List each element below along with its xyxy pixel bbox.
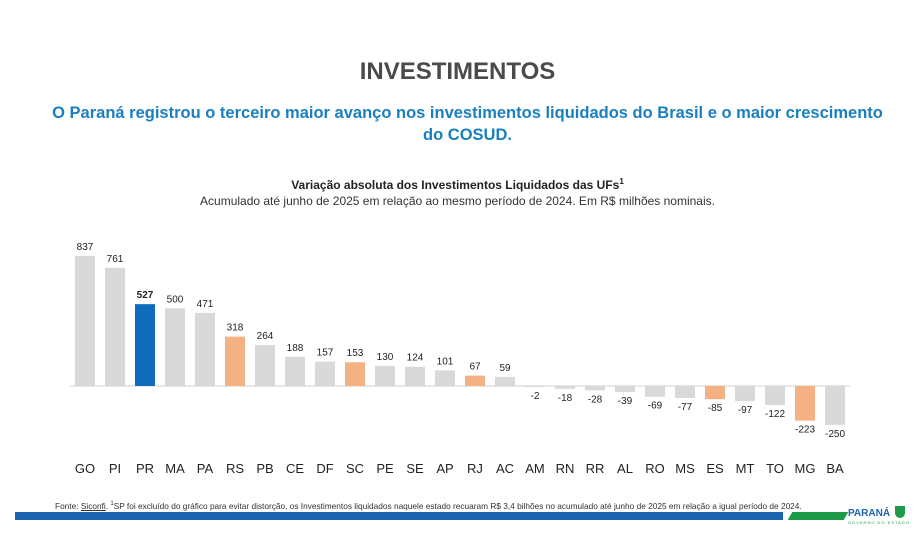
x-tick-SC: SC (346, 461, 364, 476)
x-tick-RN: RN (556, 461, 575, 476)
bar-AM (525, 386, 545, 387)
data-label-CE: 188 (287, 343, 304, 354)
chart-title: Variação absoluta dos Investimentos Liqu… (0, 177, 915, 192)
bar-SC (345, 362, 365, 386)
page-title: INVESTIMENTOS (359, 58, 556, 85)
bar-RS (225, 336, 245, 386)
x-tick-AL: AL (617, 461, 633, 476)
x-tick-DF: DF (316, 461, 333, 476)
bar-AC (495, 376, 515, 386)
data-label-AC: 59 (499, 363, 511, 374)
x-tick-MS: MS (675, 461, 695, 476)
parana-logo-sub: GOVERNO DO ESTADO (848, 520, 910, 525)
bar-RR (585, 386, 605, 391)
data-label-TO: -122 (765, 409, 785, 420)
data-label-PA: 471 (197, 299, 214, 310)
page-subtitle: O Paraná registrou o terceiro maior avan… (52, 104, 883, 144)
data-label-PB: 264 (257, 331, 274, 342)
bar-MT (735, 386, 755, 402)
x-tick-CE: CE (286, 461, 304, 476)
x-tick-MA: MA (165, 461, 185, 476)
bar-PI (105, 267, 125, 386)
x-tick-GO: GO (75, 461, 95, 476)
x-tick-RS: RS (226, 461, 244, 476)
bar-RJ (465, 375, 485, 386)
bar-BA (825, 386, 845, 425)
x-tick-MG: MG (795, 461, 816, 476)
chart-title-text: Variação absoluta dos Investimentos Liqu… (291, 178, 620, 192)
parana-logo: PARANÁ (848, 508, 891, 519)
bar-PA (195, 312, 215, 386)
x-tick-RJ: RJ (467, 461, 483, 476)
data-label-MA: 500 (167, 294, 184, 305)
source-prefix: Fonte: (55, 501, 81, 511)
data-label-GO: 837 (77, 242, 94, 253)
data-label-RJ: 67 (469, 362, 481, 373)
data-label-MS: -77 (678, 402, 693, 413)
footer-green-stripe (787, 512, 849, 520)
bar-PE (375, 365, 395, 386)
bar-PB (255, 344, 275, 386)
crest-icon (895, 506, 905, 518)
data-label-PI: 761 (107, 254, 124, 265)
x-tick-TO: TO (766, 461, 784, 476)
footer-blue-stripe (15, 512, 783, 520)
x-tick-RO: RO (645, 461, 665, 476)
x-tick-PA: PA (197, 461, 214, 476)
data-label-DF: 157 (317, 348, 334, 359)
data-label-PR: 527 (137, 290, 154, 301)
data-label-MG: -223 (795, 425, 815, 436)
bar-TO (765, 386, 785, 405)
data-label-ES: -85 (708, 403, 723, 414)
data-label-SE: 124 (407, 353, 424, 364)
bar-MS (675, 386, 695, 398)
x-tick-PB: PB (256, 461, 273, 476)
source-link[interactable]: Siconfi (80, 501, 106, 511)
chart-subtitle: Acumulado até junho de 2025 em relação a… (200, 194, 715, 208)
bar-RO (645, 386, 665, 397)
data-label-RN: -18 (558, 393, 573, 404)
bar-MG (795, 386, 815, 421)
footnote: Fonte: Siconfi. 1SP foi excluído do gráf… (55, 501, 802, 511)
bar-PR (135, 304, 155, 386)
x-tick-AC: AC (496, 461, 514, 476)
bar-RN (555, 386, 575, 389)
x-tick-SE: SE (406, 461, 424, 476)
data-label-MT: -97 (738, 405, 753, 416)
data-label-RS: 318 (227, 323, 244, 334)
data-label-RR: -28 (588, 394, 603, 405)
bar-AP (435, 370, 455, 386)
data-label-RO: -69 (648, 401, 663, 412)
note-marker: 1 (110, 501, 114, 508)
bar-ES (705, 386, 725, 400)
x-tick-PI: PI (109, 461, 121, 476)
bar-DF (315, 361, 335, 386)
x-tick-AM: AM (525, 461, 545, 476)
x-tick-ES: ES (706, 461, 724, 476)
x-tick-MT: MT (736, 461, 755, 476)
data-label-AM: -2 (531, 391, 540, 402)
x-tick-RR: RR (586, 461, 605, 476)
bar-CE (285, 356, 305, 386)
data-label-AL: -39 (618, 396, 633, 407)
bar-GO (75, 256, 95, 386)
x-tick-BA: BA (826, 461, 844, 476)
chart-title-superscript: 1 (619, 177, 624, 186)
x-tick-AP: AP (436, 461, 453, 476)
data-label-AP: 101 (437, 356, 454, 367)
bar-chart: 837 GO 761 PI 527 PR 500 MA 471 PA 318 RS 264 PB 188 CE… (70, 242, 850, 476)
data-label-BA: -250 (825, 429, 845, 440)
bar-SE (405, 366, 425, 386)
data-label-SC: 153 (347, 348, 364, 359)
note-text: SP foi excluído do gráfico para evitar d… (113, 501, 802, 511)
data-label-PE: 130 (377, 352, 394, 363)
bar-AL (615, 386, 635, 393)
bar-MA (165, 308, 185, 386)
x-tick-PR: PR (136, 461, 154, 476)
x-tick-PE: PE (376, 461, 394, 476)
